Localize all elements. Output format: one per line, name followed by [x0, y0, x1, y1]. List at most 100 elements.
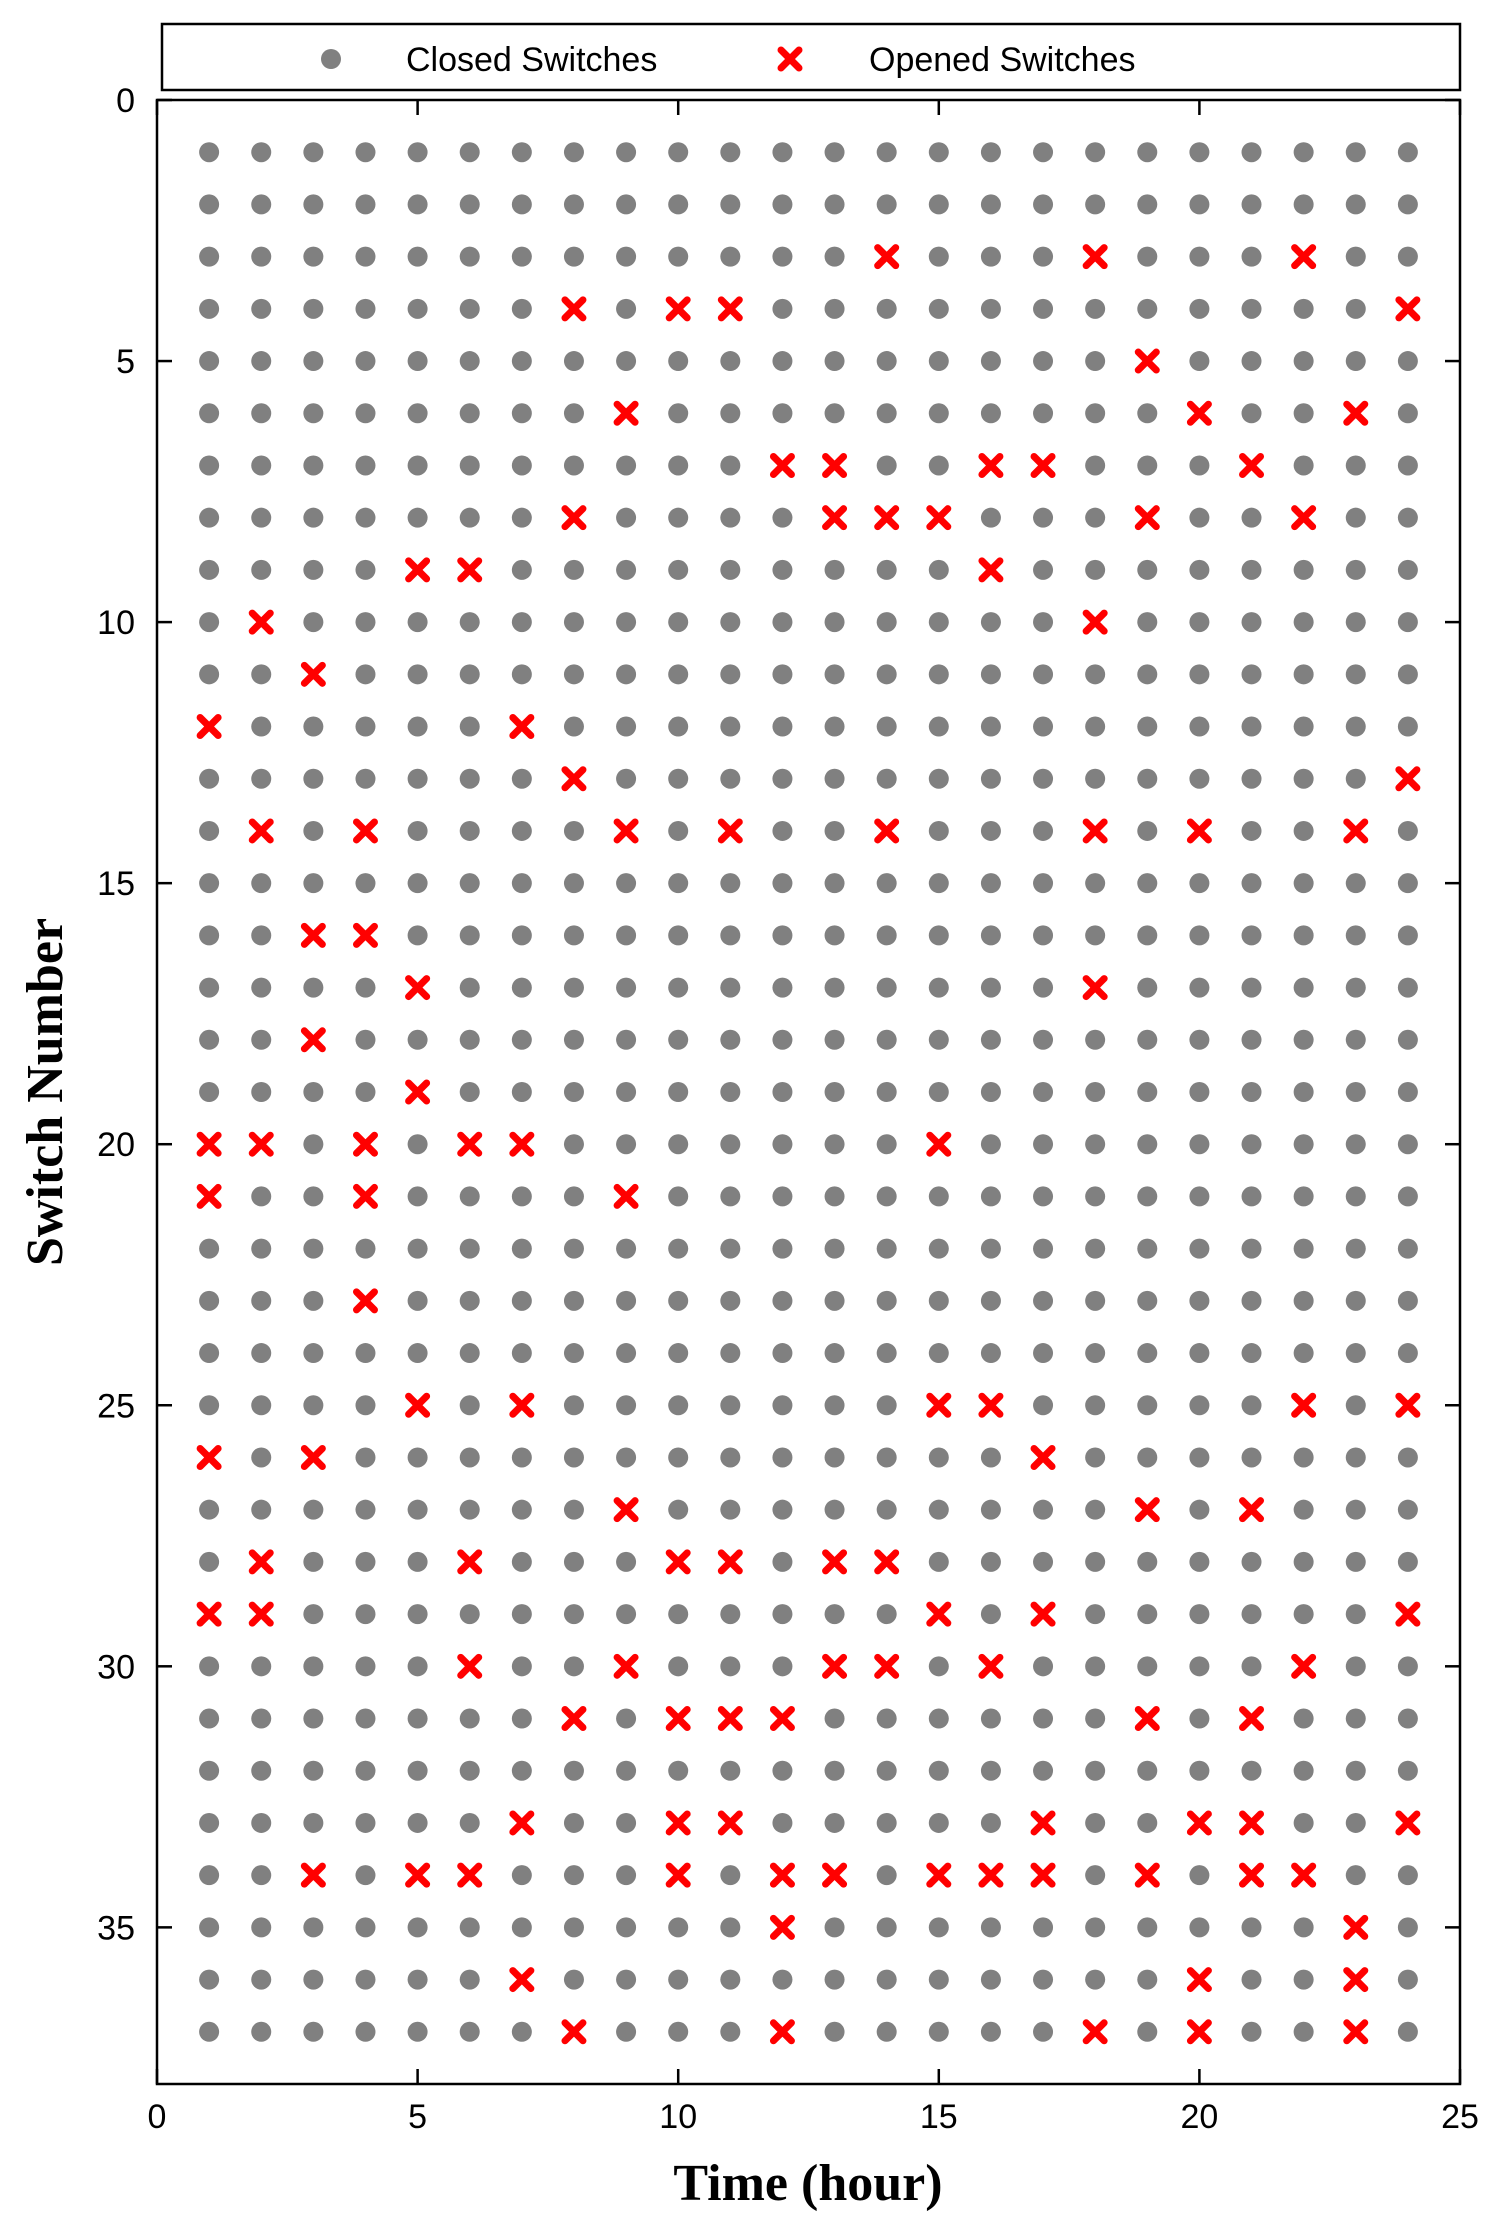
closed-switch-point — [563, 1551, 584, 1572]
closed-switch-point — [459, 403, 480, 424]
closed-switch-point — [876, 351, 897, 372]
closed-switch-point — [772, 1238, 793, 1259]
closed-switch-point — [199, 2021, 220, 2042]
closed-switch-point — [720, 142, 741, 163]
closed-switch-point — [1397, 1082, 1418, 1102]
x-tick-label: 25 — [1441, 2098, 1479, 2136]
closed-switch-point — [1033, 351, 1054, 372]
closed-switch-point — [772, 1551, 793, 1572]
closed-switch-point — [563, 1604, 584, 1625]
closed-switch-point — [1241, 1029, 1262, 1050]
opened-switch-point — [509, 1967, 535, 1993]
closed-switch-point — [303, 1917, 324, 1938]
closed-switch-point — [720, 664, 741, 685]
closed-switch-point — [1085, 716, 1106, 737]
closed-switch-point — [824, 1395, 845, 1416]
closed-switch-point — [1293, 925, 1314, 946]
closed-switch-point — [459, 1604, 480, 1625]
closed-switch-point — [199, 194, 220, 215]
closed-switch-point — [511, 298, 532, 319]
closed-switch-point — [1397, 1499, 1418, 1520]
closed-switch-point — [1137, 1447, 1158, 1468]
closed-switch-point — [511, 2021, 532, 2042]
closed-switch-point — [1085, 925, 1106, 946]
opened-switch-point — [978, 557, 1004, 583]
closed-switch-point — [668, 351, 689, 372]
closed-switch-point — [511, 977, 532, 998]
closed-switch-point — [1137, 403, 1158, 424]
closed-switch-point — [563, 246, 584, 267]
opened-switch-point — [352, 1183, 378, 1209]
opened-switch-point — [1395, 296, 1421, 322]
closed-switch-point — [1033, 1760, 1054, 1781]
closed-switch-point — [563, 351, 584, 372]
closed-switch-point — [928, 1656, 949, 1677]
y-tick-label: 35 — [97, 1909, 135, 1947]
closed-switch-point — [980, 1029, 1001, 1050]
closed-switch-point — [459, 768, 480, 789]
closed-switch-point — [511, 1604, 532, 1625]
closed-switch-point — [1085, 1604, 1106, 1625]
closed-switch-point — [772, 977, 793, 998]
closed-switch-point — [1189, 1499, 1210, 1520]
legend-closed-label: Closed Switches — [406, 41, 657, 79]
closed-switch-point — [511, 612, 532, 633]
closed-switch-point — [251, 351, 272, 372]
opened-switch-point — [1343, 1914, 1369, 1940]
closed-switch-point — [1293, 559, 1314, 580]
closed-switch-point — [303, 1812, 324, 1833]
closed-switch-point — [928, 1708, 949, 1729]
closed-switch-point — [1397, 142, 1418, 163]
opened-switch-point — [717, 296, 743, 322]
closed-switch-point — [928, 1447, 949, 1468]
closed-switch-point — [876, 1865, 897, 1886]
opened-switch-point — [405, 557, 431, 583]
closed-switch-point — [1241, 1238, 1262, 1259]
closed-switch-point — [720, 351, 741, 372]
opened-switch-point — [405, 1392, 431, 1418]
closed-switch-point — [1189, 925, 1210, 946]
closed-switch-point — [355, 2021, 376, 2042]
closed-switch-point — [199, 925, 220, 946]
opened-switch-point — [1343, 2019, 1369, 2045]
closed-switch-point — [563, 1186, 584, 1207]
closed-switch-point — [563, 1969, 584, 1990]
closed-switch-point — [980, 1812, 1001, 1833]
closed-switch-point — [876, 1760, 897, 1781]
closed-switch-point — [1033, 716, 1054, 737]
opened-switch-point — [978, 452, 1004, 478]
closed-switch-point — [355, 1447, 376, 1468]
closed-switch-point — [1189, 612, 1210, 633]
closed-switch-point — [668, 1969, 689, 1990]
x-tick-label: 20 — [1180, 2098, 1218, 2136]
closed-switch-point — [251, 194, 272, 215]
closed-switch-point — [459, 298, 480, 319]
closed-switch-point — [1397, 403, 1418, 424]
closed-switch-point — [1345, 977, 1366, 998]
closed-switch-point — [1397, 1708, 1418, 1729]
closed-switch-point — [1345, 351, 1366, 372]
closed-switch-point — [303, 977, 324, 998]
closed-switch-point — [928, 298, 949, 319]
closed-switch-point — [876, 559, 897, 580]
closed-switch-point — [772, 1499, 793, 1520]
opened-switch-point — [1291, 1653, 1317, 1679]
closed-switch-point — [928, 246, 949, 267]
closed-switch-point — [355, 1551, 376, 1572]
closed-switch-point — [1293, 820, 1314, 841]
opened-switch-point — [1082, 2019, 1108, 2045]
closed-switch-point — [355, 194, 376, 215]
closed-switch-point — [251, 1760, 272, 1781]
closed-switch-point — [407, 507, 428, 528]
opened-switch-point — [1395, 766, 1421, 792]
closed-switch-point — [1137, 1917, 1158, 1938]
closed-switch-point — [199, 1917, 220, 1938]
closed-switch-point — [407, 1656, 428, 1677]
closed-switch-point — [303, 246, 324, 267]
closed-switch-point — [355, 768, 376, 789]
opened-switch-point — [1343, 1967, 1369, 1993]
closed-switch-point — [511, 1551, 532, 1572]
closed-switch-point — [1293, 142, 1314, 163]
closed-switch-point — [772, 1656, 793, 1677]
closed-switch-point — [616, 1760, 637, 1781]
